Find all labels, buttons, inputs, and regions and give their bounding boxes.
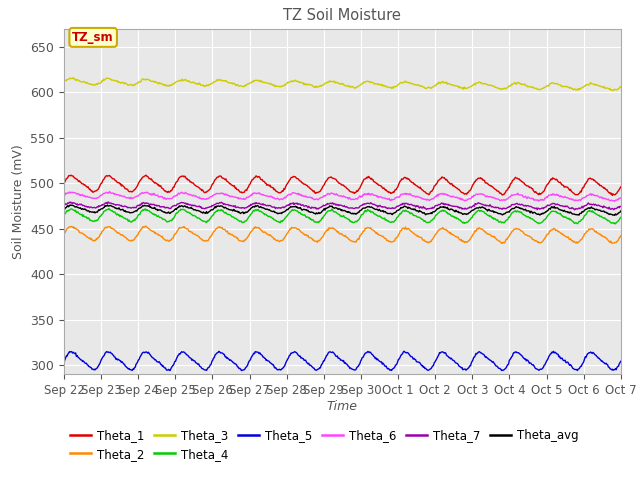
Theta_7	[70, 200, 78, 206]
Theta_avg	[67, 202, 74, 208]
Theta_2	[141, 223, 149, 229]
Theta_avg	[611, 213, 618, 218]
Theta_7	[617, 204, 625, 209]
Theta_7	[185, 201, 193, 207]
Theta_1	[214, 174, 222, 180]
Theta_1	[609, 192, 616, 198]
Theta_4	[185, 210, 193, 216]
Theta_2	[70, 226, 78, 231]
Line: Theta_6: Theta_6	[64, 192, 621, 202]
Theta_4	[70, 207, 78, 213]
Theta_1	[428, 189, 435, 194]
Theta_4	[411, 213, 419, 218]
Title: TZ Soil Moisture: TZ Soil Moisture	[284, 9, 401, 24]
Theta_4	[612, 221, 620, 227]
Theta_4	[428, 218, 435, 224]
Theta_6	[128, 195, 136, 201]
Theta_2	[214, 225, 222, 230]
Theta_3	[214, 78, 222, 84]
Theta_5	[184, 352, 192, 358]
Theta_6	[106, 189, 113, 194]
Theta_4	[60, 213, 68, 218]
Line: Theta_avg: Theta_avg	[64, 205, 621, 216]
Theta_avg	[128, 210, 136, 216]
Theta_3	[128, 83, 136, 88]
Theta_6	[185, 192, 193, 197]
Theta_avg	[617, 208, 625, 214]
Theta_2	[60, 230, 68, 236]
Theta_1	[617, 184, 625, 190]
Theta_1	[60, 180, 68, 186]
Theta_5	[573, 368, 581, 373]
Theta_4	[105, 205, 113, 211]
Theta_avg	[214, 203, 222, 209]
Theta_7	[60, 203, 68, 208]
Text: TZ_sm: TZ_sm	[72, 31, 114, 44]
Theta_3	[411, 82, 419, 87]
Theta_2	[185, 228, 193, 234]
Theta_5	[617, 359, 625, 364]
Theta_3	[70, 75, 78, 81]
Theta_4	[128, 218, 136, 224]
Theta_avg	[60, 206, 68, 212]
Theta_1	[411, 181, 419, 187]
Theta_7	[570, 207, 578, 213]
X-axis label: Time: Time	[327, 400, 358, 413]
Theta_6	[411, 193, 419, 199]
Theta_avg	[411, 206, 419, 212]
Theta_5	[400, 348, 408, 354]
Theta_5	[428, 366, 435, 372]
Theta_7	[214, 201, 222, 206]
Line: Theta_7: Theta_7	[64, 202, 621, 210]
Theta_1	[70, 175, 78, 180]
Theta_7	[411, 203, 419, 209]
Theta_7	[104, 199, 112, 205]
Theta_6	[428, 197, 435, 203]
Theta_5	[60, 359, 68, 365]
Theta_5	[70, 350, 78, 356]
Theta_3	[428, 85, 435, 91]
Line: Theta_3: Theta_3	[64, 78, 621, 91]
Theta_6	[214, 191, 222, 196]
Theta_avg	[71, 204, 79, 210]
Line: Theta_4: Theta_4	[64, 208, 621, 224]
Theta_4	[214, 207, 222, 213]
Theta_5	[411, 357, 419, 362]
Theta_1	[142, 172, 150, 178]
Line: Theta_1: Theta_1	[64, 175, 621, 195]
Theta_2	[617, 233, 625, 239]
Theta_1	[127, 189, 135, 194]
Theta_7	[128, 205, 136, 211]
Theta_1	[185, 177, 193, 183]
Theta_avg	[185, 205, 193, 211]
Theta_6	[611, 199, 618, 204]
Y-axis label: Soil Moisture (mV): Soil Moisture (mV)	[12, 144, 25, 259]
Theta_3	[60, 78, 68, 84]
Line: Theta_2: Theta_2	[64, 226, 621, 243]
Line: Theta_5: Theta_5	[64, 351, 621, 371]
Theta_7	[428, 205, 435, 211]
Theta_3	[71, 76, 79, 82]
Theta_3	[617, 84, 625, 90]
Theta_3	[185, 78, 193, 84]
Theta_2	[428, 239, 435, 244]
Theta_6	[60, 193, 68, 199]
Theta_6	[617, 195, 625, 201]
Theta_2	[499, 240, 506, 246]
Theta_5	[127, 367, 135, 373]
Theta_4	[617, 215, 625, 220]
Theta_5	[214, 350, 221, 356]
Theta_2	[127, 238, 135, 244]
Theta_avg	[428, 210, 435, 216]
Theta_2	[411, 231, 419, 237]
Legend: Theta_1, Theta_2, Theta_3, Theta_4, Theta_5, Theta_6, Theta_7, Theta_avg: Theta_1, Theta_2, Theta_3, Theta_4, Thet…	[70, 429, 579, 461]
Theta_3	[609, 88, 617, 94]
Theta_6	[70, 190, 78, 195]
